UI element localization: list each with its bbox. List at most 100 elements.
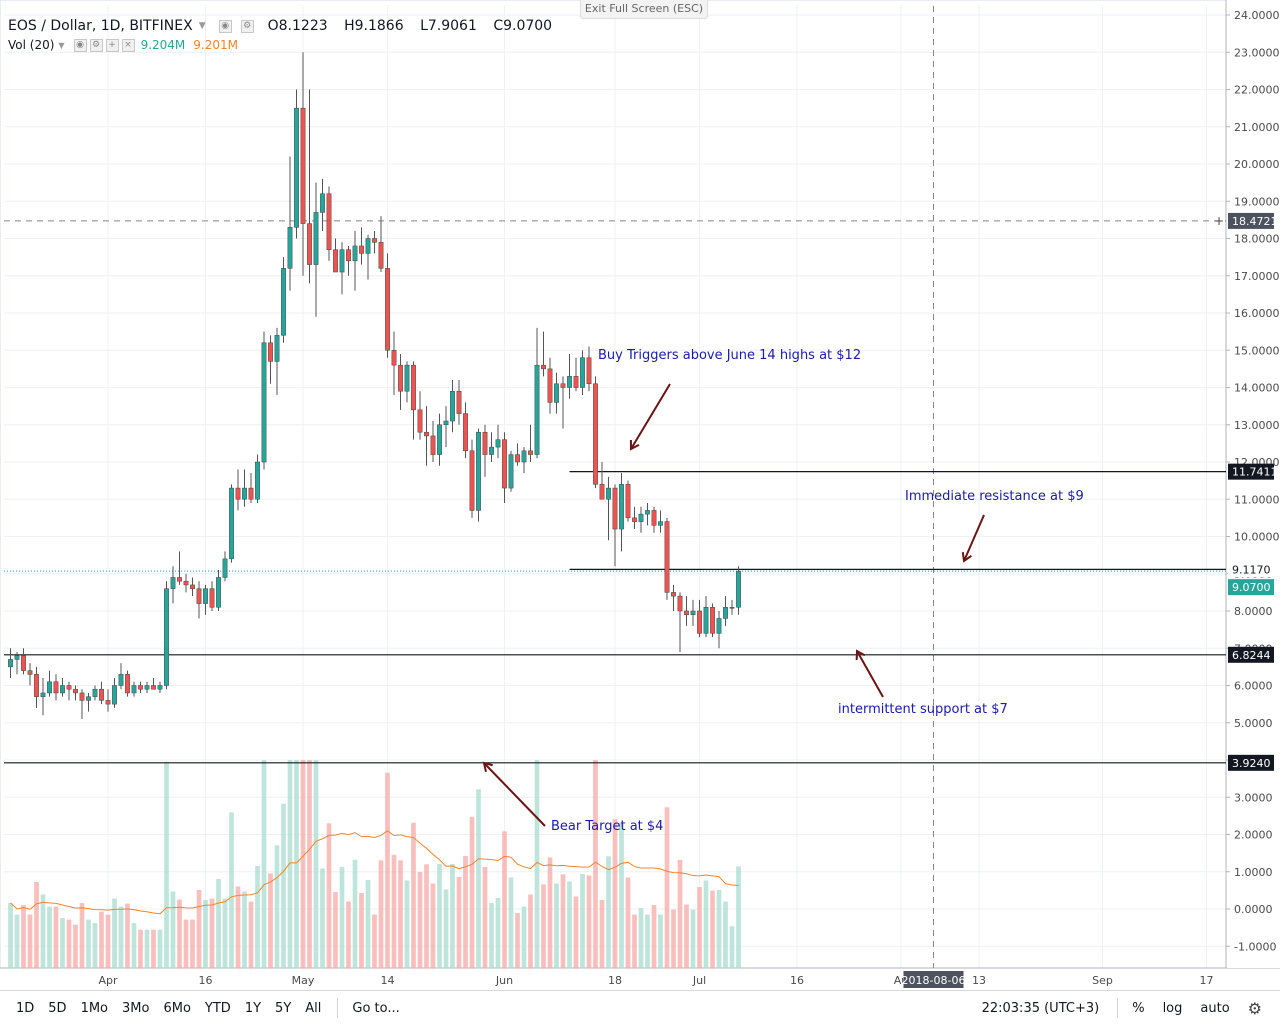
exit-fullscreen-button[interactable]: Exit Full Screen (ESC) [580, 0, 708, 19]
volume-bar [307, 760, 312, 969]
timeframe-3mo[interactable]: 3Mo [122, 1000, 150, 1016]
volume-bar [222, 898, 228, 969]
candle-body [281, 268, 286, 336]
time-axis-tick-label: 17 [1200, 974, 1214, 987]
open-value: O8.1223 [267, 18, 328, 34]
eye-icon[interactable]: ◉ [218, 19, 232, 33]
volume-bar [716, 890, 722, 969]
clock-display[interactable]: 22:03:35 (UTC+3) [981, 1000, 1100, 1016]
volume-bar [632, 914, 637, 969]
candle-body [99, 688, 104, 701]
annotation-immediate-resistance[interactable]: Immediate resistance at $9 [905, 489, 1084, 504]
candle-body [398, 364, 403, 392]
level-label-resistance-mid: 9.1170 [1232, 563, 1271, 576]
volume-bar [437, 863, 442, 969]
timeframe-5d[interactable]: 5D [48, 1000, 67, 1016]
chart-header: EOS / Dollar, 1D, BITFINEX ▼ ◉ ⚙ O8.1223… [8, 16, 570, 36]
price-axis-tick-label: 18.0000 [1234, 233, 1280, 246]
volume-bar [723, 901, 728, 969]
timeframe-6mo[interactable]: 6Mo [163, 1000, 191, 1016]
volume-ma-line [10, 830, 739, 915]
auto-toggle[interactable]: auto [1200, 1000, 1230, 1016]
candle-body [359, 245, 364, 254]
toolbar-divider [1117, 998, 1119, 1018]
volume-bar [274, 845, 280, 969]
settings-icon[interactable]: ⚙ [89, 38, 103, 52]
volume-bar [456, 876, 462, 969]
candle-body [573, 376, 579, 388]
eye-icon[interactable]: ◉ [73, 38, 87, 52]
candle-body [482, 431, 488, 455]
volume-bar [99, 911, 104, 969]
annotation-bear-target[interactable]: Bear Target at $4 [551, 819, 664, 834]
candle-body [677, 595, 683, 612]
candle-body [86, 696, 91, 701]
volume-bar [391, 854, 397, 969]
candle-body [612, 487, 618, 530]
annotation-intermittent-support[interactable]: intermittent support at $7 [838, 702, 1008, 717]
candle-body [515, 454, 520, 463]
candle-body [736, 570, 741, 608]
volume-bar [658, 914, 663, 969]
percent-toggle[interactable]: % [1132, 1000, 1145, 1016]
log-toggle[interactable]: log [1162, 1000, 1183, 1016]
candle-body [53, 681, 59, 694]
candle-body [112, 685, 117, 705]
volume-bar [47, 906, 52, 969]
candle-body [27, 670, 33, 675]
gear-icon[interactable]: ⚙ [1247, 998, 1262, 1018]
volume-bar [625, 877, 631, 969]
candle-body [190, 584, 195, 589]
candle-body [229, 487, 234, 560]
candle-body [619, 484, 624, 530]
symbol-title[interactable]: EOS / Dollar, 1D, BITFINEX [8, 18, 193, 34]
volume-bar [144, 929, 150, 969]
timeframe-1d[interactable]: 1D [16, 1000, 35, 1016]
candle-body [118, 674, 124, 686]
close-value: C9.0700 [493, 18, 553, 34]
annotation-buy-triggers[interactable]: Buy Triggers above June 14 highs at $12 [598, 348, 862, 363]
goto-button[interactable]: Go to... [352, 1000, 400, 1016]
volume-bar [450, 863, 455, 969]
close-icon[interactable]: × [121, 38, 135, 52]
volume-bar [612, 819, 618, 969]
candle-body [125, 674, 130, 694]
volume-bar [482, 866, 488, 969]
volume-bar [125, 903, 130, 969]
volume-bar [40, 894, 46, 969]
time-axis-tick-label: 14 [381, 974, 395, 987]
candle-body [183, 580, 189, 586]
candle-body [586, 357, 592, 385]
volume-label[interactable]: Vol (20) [8, 38, 55, 52]
timeframe-all[interactable]: All [305, 1000, 322, 1016]
candle-body [437, 424, 442, 455]
timeframe-1mo[interactable]: 1Mo [80, 1000, 109, 1016]
low-value: L7.9061 [420, 18, 477, 34]
chevron-down-icon[interactable]: ▼ [58, 40, 65, 50]
level-label-resistance-high: 11.7411 [1232, 466, 1278, 479]
volume-bar [736, 866, 741, 969]
volume-bar [235, 886, 241, 969]
volume-bar [378, 860, 384, 969]
plus-icon[interactable]: + [105, 38, 119, 52]
annotation-arrow-line [856, 650, 884, 698]
price-axis-tick-label: 1.0000 [1234, 866, 1273, 879]
candle-body [60, 685, 65, 694]
timeframe-5y[interactable]: 5Y [275, 1000, 292, 1016]
price-axis-tick-label: 11.0000 [1234, 493, 1280, 506]
timeframe-ytd[interactable]: YTD [204, 1000, 231, 1016]
candle-body [170, 577, 176, 589]
candle-body [40, 692, 46, 697]
volume-bar [164, 761, 169, 969]
timeframe-1y[interactable]: 1Y [244, 1000, 262, 1016]
volume-bar [86, 919, 91, 969]
candle-body [489, 446, 494, 455]
volume-bar [157, 929, 163, 969]
chevron-down-icon[interactable]: ▼ [198, 21, 206, 31]
settings-icon[interactable]: ⚙ [240, 19, 254, 33]
volume-bar [170, 891, 176, 969]
candle-body [385, 268, 390, 351]
volume-bar [92, 923, 98, 969]
candle-body [606, 487, 611, 500]
